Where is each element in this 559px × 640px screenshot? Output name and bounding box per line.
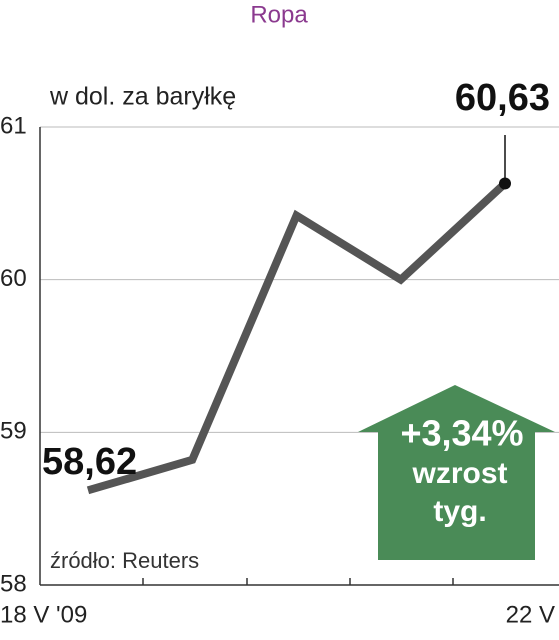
value-label: 60,63 — [455, 77, 550, 119]
annotation-change: +3,34% — [400, 413, 523, 454]
x-ticks — [142, 578, 454, 585]
annotation-text: wzrost — [411, 457, 507, 490]
source: źródło: Reuters — [50, 548, 199, 573]
end-point — [499, 177, 511, 190]
y-tick-label: 58 — [0, 570, 27, 597]
value-label: 58,62 — [42, 441, 137, 483]
x-tick-label: 18 V '09 — [0, 601, 87, 628]
y-tick-label: 60 — [0, 265, 27, 292]
change-arrow — [358, 385, 555, 560]
y-tick-label: 59 — [0, 418, 27, 445]
chart-subtitle: w dol. za baryłkę — [49, 83, 236, 111]
y-tick-label: 61 — [0, 112, 27, 139]
chart-title: Ropa — [250, 1, 308, 28]
x-tick-label: 22 V — [506, 601, 555, 628]
line — [86, 180, 508, 495]
annotation-text: tyg. — [433, 495, 486, 528]
